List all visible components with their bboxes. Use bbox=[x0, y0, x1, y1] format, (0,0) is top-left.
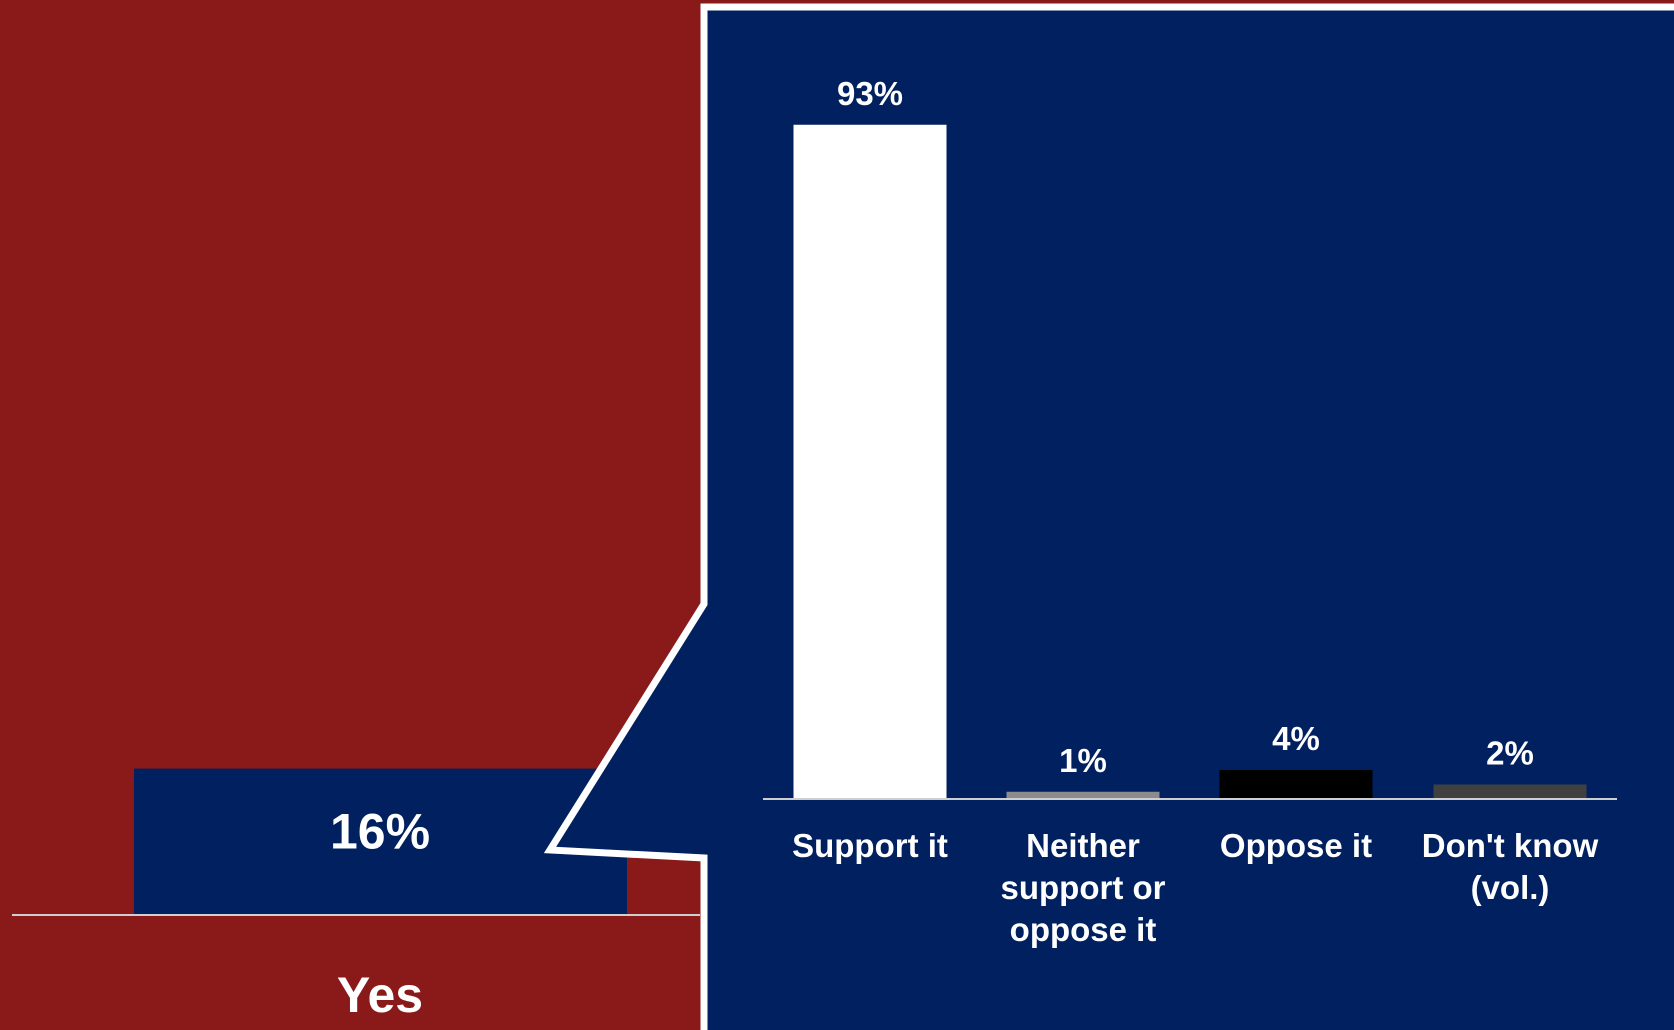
main-category-label: Yes bbox=[337, 967, 423, 1023]
breakdown-bar-2 bbox=[1219, 770, 1373, 799]
breakdown-category-label-0: Support it bbox=[792, 827, 948, 864]
breakdown-category-label-1: Neither support or oppose it bbox=[1001, 827, 1166, 948]
main-chart: 16% Yes bbox=[12, 768, 700, 1023]
breakdown-value-label-3: 2% bbox=[1486, 735, 1534, 772]
breakdown-value-label-2: 4% bbox=[1272, 720, 1320, 757]
main-bar-0 bbox=[134, 768, 627, 915]
main-bar-value-label: 16% bbox=[330, 804, 430, 860]
breakdown-value-label-0: 93% bbox=[837, 75, 903, 112]
breakdown-bar-0 bbox=[793, 124, 947, 799]
breakdown-category-label-2: Oppose it bbox=[1220, 827, 1372, 864]
breakdown-bar-3 bbox=[1433, 784, 1587, 799]
breakdown-value-label-1: 1% bbox=[1059, 742, 1107, 779]
breakdown-chart: 93% Support it 1% Neither support or oppose i… bbox=[763, 75, 1617, 948]
breakdown-bar-1 bbox=[1006, 791, 1160, 799]
breakdown-category-label-3: Don't know (vol.) bbox=[1422, 827, 1599, 906]
